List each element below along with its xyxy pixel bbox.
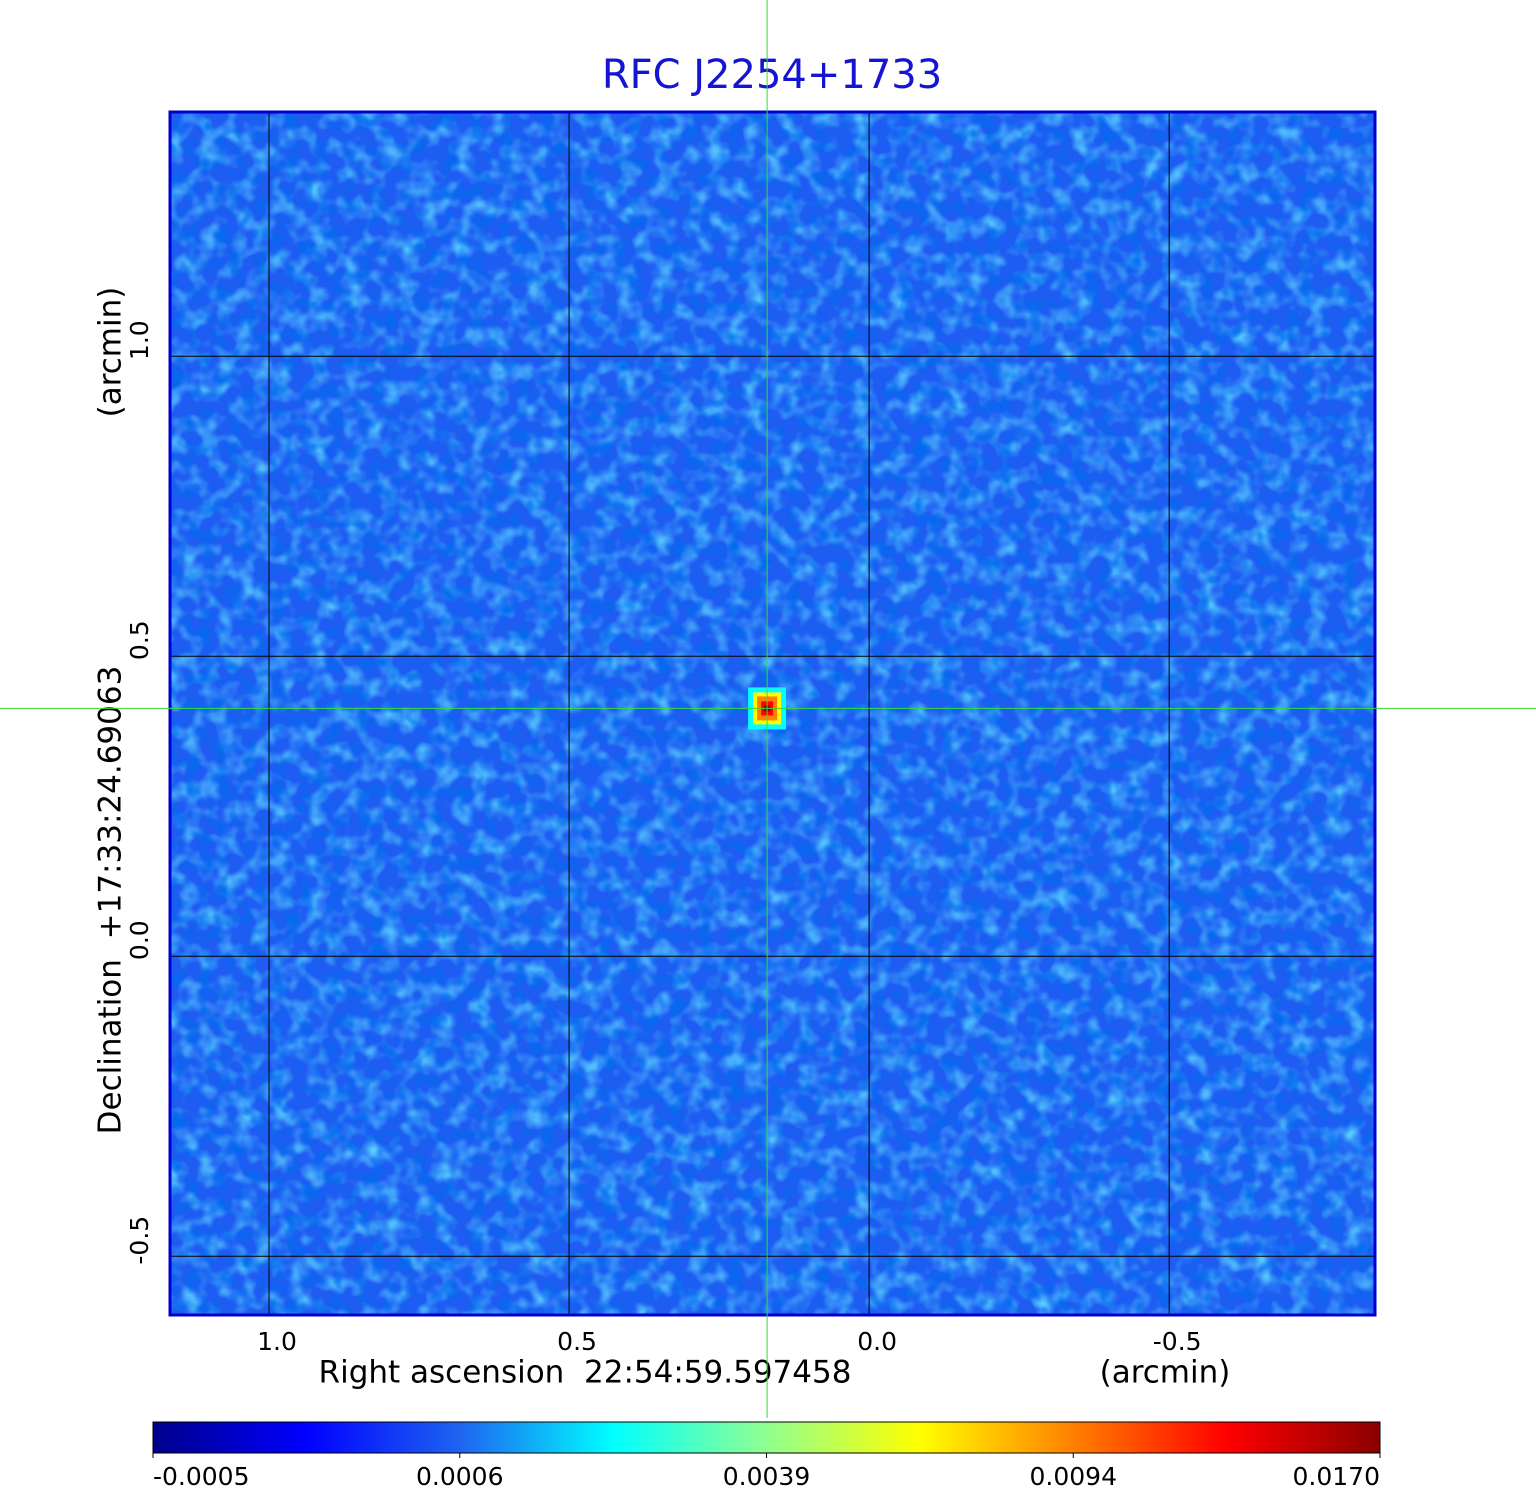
x-tick-label: 0.0	[857, 1327, 897, 1356]
colorbar-tick-label: 0.0039	[723, 1462, 810, 1491]
colorbar-tick-label: 0.0094	[1030, 1462, 1117, 1491]
colorbar	[152, 1421, 1381, 1454]
x-tick-label: 1.0	[257, 1327, 297, 1356]
y-axis-label: Declination +17:33:24.69063	[93, 666, 129, 1135]
y-tick-label: 0.5	[125, 620, 154, 660]
colorbar-tick-label: -0.0005	[153, 1462, 250, 1491]
colorbar-tick-label: 0.0170	[1293, 1462, 1380, 1491]
x-tick-label: 0.5	[557, 1327, 597, 1356]
y-tick-label: -0.5	[125, 1216, 154, 1265]
x-axis-unit: (arcmin)	[1100, 1355, 1231, 1391]
y-tick-label: 0.0	[125, 920, 154, 960]
x-tick-label: -0.5	[1153, 1327, 1202, 1356]
chart-title: RFC J2254+1733	[602, 52, 942, 98]
x-axis-label: Right ascension 22:54:59.597458	[319, 1355, 852, 1391]
plot-border	[168, 110, 1377, 1317]
y-tick-label: 1.0	[125, 320, 154, 360]
colorbar-tick-label: 0.0006	[416, 1462, 503, 1491]
y-axis-unit: (arcmin)	[93, 287, 129, 418]
